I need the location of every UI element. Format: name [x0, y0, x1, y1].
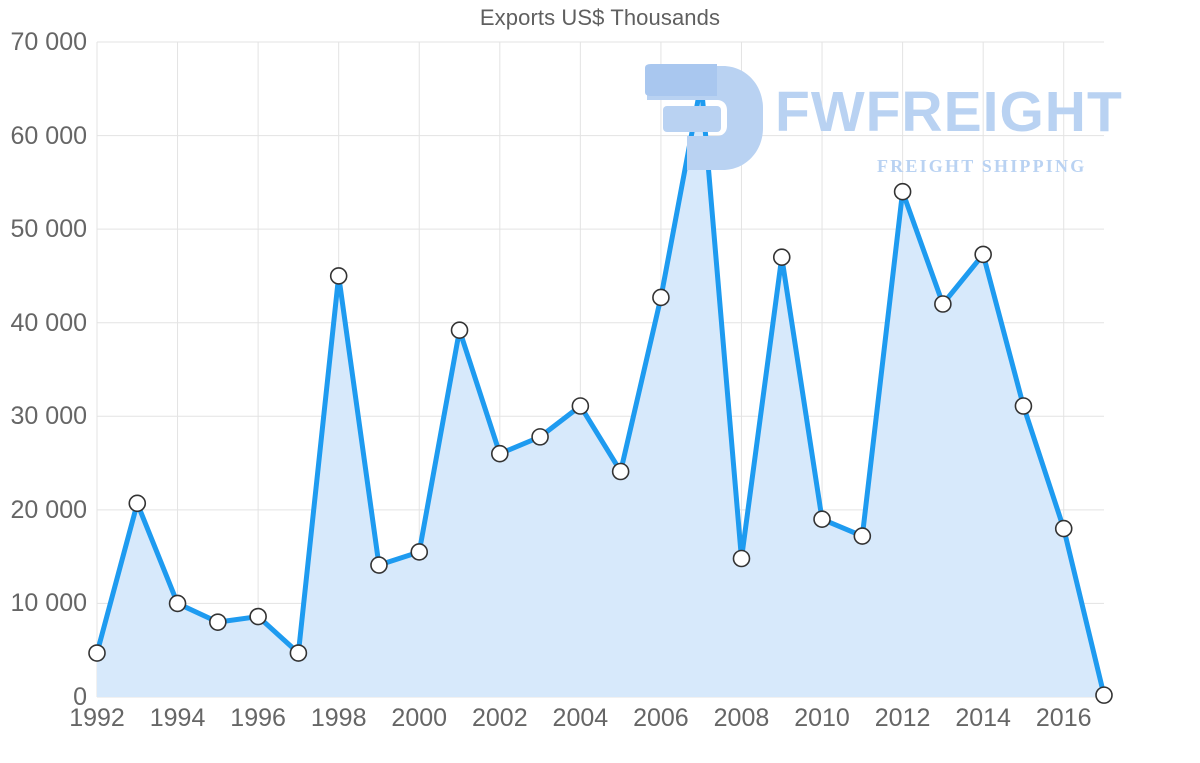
- data-point-marker[interactable]: [88, 644, 106, 662]
- data-point-marker[interactable]: [732, 549, 751, 568]
- x-axis-tick-label: 2008: [713, 704, 770, 732]
- data-point-marker[interactable]: [450, 321, 469, 340]
- data-markers: [88, 74, 1113, 704]
- data-point-marker[interactable]: [209, 613, 227, 631]
- x-axis-tick-label: 2014: [955, 704, 1011, 732]
- data-point-marker[interactable]: [893, 182, 912, 201]
- x-axis-tick-label: 1994: [149, 704, 206, 732]
- area-fill-path: [97, 83, 1104, 698]
- data-point-marker[interactable]: [531, 428, 549, 446]
- data-point-marker[interactable]: [974, 245, 992, 264]
- data-point-marker[interactable]: [410, 543, 429, 561]
- chart-title: Exports US$ Thousands: [479, 5, 721, 30]
- plot-area: [88, 41, 1113, 704]
- data-point-marker[interactable]: [611, 462, 630, 481]
- data-line: [94, 80, 1107, 698]
- data-point-marker[interactable]: [168, 594, 187, 613]
- data-point-marker[interactable]: [813, 510, 831, 529]
- x-axis-tick-label: 2010: [794, 704, 850, 732]
- y-axis-tick-label: 30 000: [10, 402, 87, 431]
- data-point-marker[interactable]: [692, 74, 711, 92]
- y-axis-tick-label: 40 000: [10, 308, 87, 337]
- data-point-marker[interactable]: [128, 494, 147, 513]
- data-point-marker[interactable]: [772, 248, 791, 267]
- data-point-marker[interactable]: [490, 444, 509, 463]
- data-point-marker[interactable]: [934, 295, 952, 313]
- x-axis-tick-label: 1992: [69, 704, 125, 732]
- data-point-marker[interactable]: [1095, 686, 1113, 704]
- y-axis-tick-label: 0: [73, 683, 87, 711]
- y-axis-tick-label: 50 000: [10, 215, 87, 244]
- data-point-marker[interactable]: [853, 527, 872, 545]
- data-point-marker[interactable]: [329, 267, 348, 285]
- data-point-marker[interactable]: [249, 607, 267, 626]
- data-point-marker[interactable]: [289, 644, 308, 662]
- plot-svg: [88, 41, 1113, 704]
- x-axis-tick-label: 1998: [310, 704, 367, 732]
- area-fill: [97, 83, 1104, 698]
- y-axis-tick-label: 70 000: [10, 28, 87, 56]
- data-line-path: [94, 80, 1107, 698]
- x-axis-tick-label: 2012: [874, 704, 931, 732]
- data-point-marker[interactable]: [571, 397, 590, 415]
- data-point-marker[interactable]: [1014, 397, 1033, 415]
- x-axis-tick-label: 2004: [552, 704, 609, 732]
- x-axis-tick-label: 2006: [633, 704, 689, 732]
- data-point-marker[interactable]: [652, 288, 670, 307]
- x-axis-tick-label: 2002: [471, 704, 528, 732]
- x-axis-tick-label: 2000: [391, 704, 448, 732]
- y-axis-tick-label: 10 000: [10, 589, 87, 618]
- data-point-marker[interactable]: [370, 556, 388, 574]
- y-axis-tick-label: 20 000: [10, 495, 87, 524]
- data-point-marker[interactable]: [1054, 519, 1073, 538]
- y-axis-tick-label: 60 000: [10, 121, 87, 150]
- x-axis-tick-label: 2016: [1035, 704, 1092, 732]
- x-axis-tick-label: 1996: [230, 704, 286, 732]
